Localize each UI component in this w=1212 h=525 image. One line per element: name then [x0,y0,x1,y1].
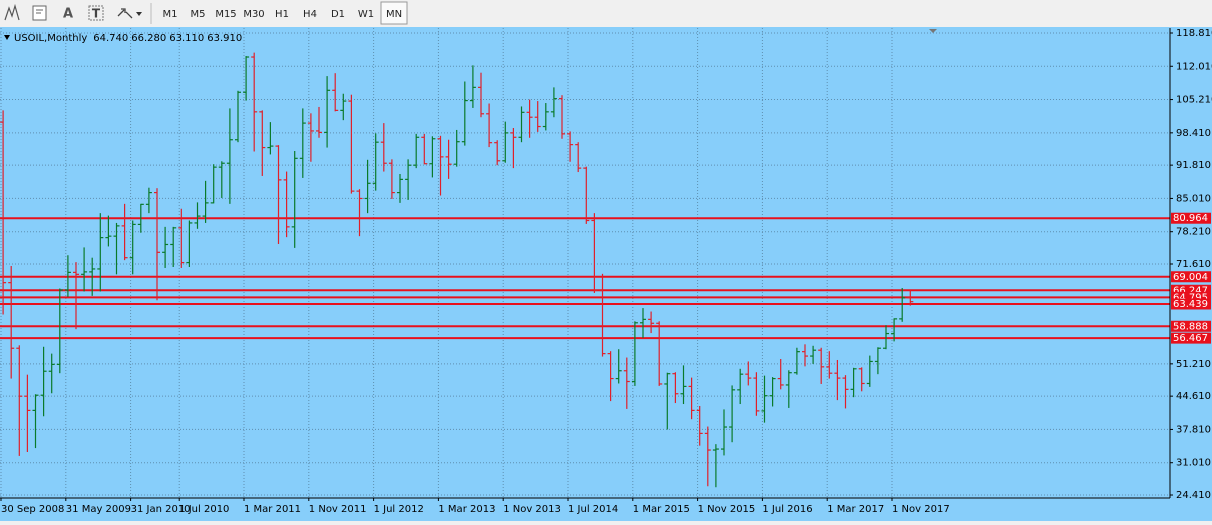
hline-label: 58.888 [1173,321,1208,332]
arrows-tool[interactable] [117,8,142,19]
x-tick-label: 1 Mar 2017 [827,504,884,515]
hline-label: 66.247 [1173,285,1208,296]
header-high: 66.280 [131,33,166,44]
x-tick-label: 1 Nov 2013 [503,504,561,515]
y-tick-label: 31.010 [1176,458,1211,469]
timeframe-button[interactable]: M15 [215,9,236,20]
y-tick-label: 51.210 [1176,359,1211,370]
x-tick-label: 1 Jul 2012 [374,504,424,515]
y-tick-label: 37.810 [1176,424,1211,435]
x-tick-label: 1 Mar 2013 [438,504,495,515]
x-tick-label: 1 Jul 2010 [179,504,229,515]
label-tool[interactable]: T [92,7,101,21]
x-tick-label: 1 Jul 2016 [762,504,812,515]
x-tick-label: 1 Mar 2015 [633,504,690,515]
hline-label: 64.795 [1173,292,1208,303]
y-tick-label: 44.610 [1176,391,1211,402]
x-tick-label: 30 Sep 2008 [1,504,64,515]
chart-header: USOIL,Monthly 64.740 66.280 63.110 63.910 [14,33,242,44]
hline-label-box [1171,271,1211,283]
x-tick-label: 1 Nov 2011 [309,504,367,515]
y-tick-label: 112.010 [1176,61,1212,72]
y-tick-label: 105.210 [1176,95,1212,106]
template-button[interactable] [32,5,47,21]
hline-label-box [1171,298,1211,310]
hline-label-box [1171,291,1211,303]
header-close: 63.910 [207,33,242,44]
y-tick-label: 78.210 [1176,227,1211,238]
timeframe-button[interactable]: W1 [358,9,374,20]
header-open: 64.740 [93,33,128,44]
y-tick-label: 118.810 [1176,28,1212,39]
hline-label: 80.964 [1173,213,1208,224]
plot [0,52,1170,488]
hline-label-box [1171,332,1211,344]
text-tool[interactable]: A [63,7,73,22]
toolbar: A T M1 M5 M15 M30 H1 H4 D1 W1 MN [0,0,1212,27]
toolbar-bg [0,0,1212,27]
x-tick-label: 1 Mar 2011 [244,504,301,515]
shift-marker[interactable] [929,29,937,33]
x-tick-label: 1 Nov 2015 [698,504,756,515]
label-tool-frame [88,5,104,21]
hline-label-box [1171,284,1211,296]
x-tick-label: 31 Jan 2010 [131,504,191,515]
timeframe-button[interactable]: M5 [191,9,206,20]
hline-label-box [1171,212,1211,224]
y-tick-label: 98.410 [1176,128,1211,139]
y-tick-label: 91.810 [1176,160,1211,171]
x-tick-label: 1 Jul 2014 [568,504,618,515]
indicator-button[interactable] [4,3,20,21]
overlay: 118.810 112.010 105.210 98.410 91.810 85.010 7… [0,28,1212,515]
hline-label: 63.439 [1173,299,1208,310]
y-tick-label: 24.410 [1176,490,1211,501]
symbol: USOIL,Monthly [14,33,87,44]
hline-label: 56.467 [1173,333,1208,344]
hline-label-box [1171,320,1211,332]
y-tick-label: 71.610 [1176,259,1211,270]
timeframe-button[interactable]: H1 [275,9,289,20]
timeframe-button[interactable]: MN [386,9,402,20]
x-tick-label: 1 Nov 2017 [892,504,950,515]
x-tick-label: 31 May 2009 [66,504,131,515]
header-low: 63.110 [169,33,204,44]
grid [0,28,1170,498]
timeframe-button[interactable]: H4 [303,9,317,20]
active-timeframe-frame [380,1,408,25]
timeframe-button[interactable]: D1 [331,9,345,20]
y-tick-label: 85.010 [1176,193,1211,204]
timeframe-button[interactable]: M30 [243,9,264,20]
timeframe-button[interactable]: M1 [163,9,178,20]
hline-label: 69.004 [1173,272,1208,283]
symbol-arrow [4,35,10,40]
chart-background [0,27,1212,521]
